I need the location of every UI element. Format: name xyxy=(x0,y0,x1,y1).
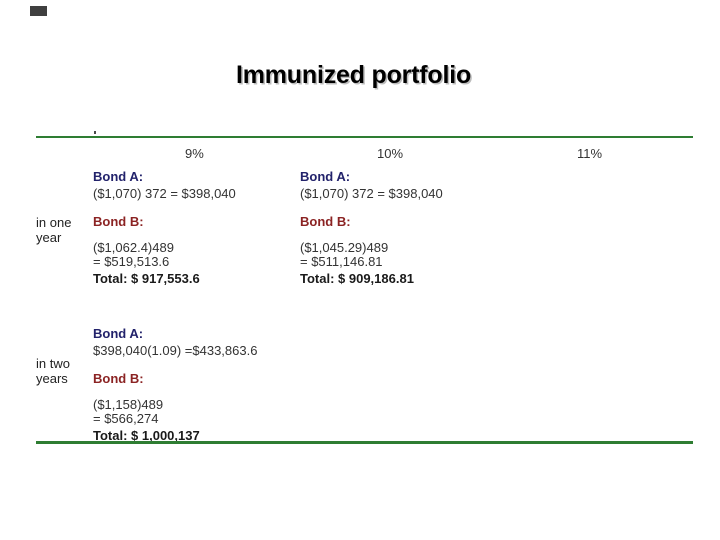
bond-b-calc-line1: ($1,062.4)489 xyxy=(93,240,174,255)
cell-two-years-9pct: Bond A: $398,040(1.09) =$433,863.6 Bond … xyxy=(93,327,328,443)
bond-b-calc-line1: ($1,158)489 xyxy=(93,397,164,412)
bond-a-heading: Bond A: xyxy=(93,326,144,341)
bond-a-heading: Bond A: xyxy=(300,169,351,184)
bond-b-heading: Bond B: xyxy=(300,214,351,229)
bond-a-calculation: ($1,070) 372 = $398,040 xyxy=(300,186,443,201)
stray-dot xyxy=(94,131,96,134)
cell-one-year-9pct: Bond A: ($1,070) 372 = $398,040 Bond B: … xyxy=(93,170,298,286)
total-line: Total: $ 917,553.6 xyxy=(93,271,200,286)
row-label-line: year xyxy=(36,230,62,245)
table-top-border xyxy=(36,136,693,138)
row-label-one-year: in one year xyxy=(36,215,92,245)
slide-title: Immunized portfolio xyxy=(236,61,472,89)
total-line: Total: $ 909,186.81 xyxy=(300,271,414,286)
bond-b-calc-line2: = $566,274 xyxy=(93,411,159,426)
total-line: Total: $ 1,000,137 xyxy=(93,428,200,443)
bond-b-heading: Bond B: xyxy=(93,214,144,229)
cell-one-year-10pct: Bond A: ($1,070) 372 = $398,040 Bond B: … xyxy=(300,170,510,286)
bond-a-calculation: $398,040(1.09) =$433,863.6 xyxy=(93,343,258,358)
row-label-line: in two xyxy=(36,356,70,371)
row-label-line: in one xyxy=(36,215,72,230)
bond-b-calc-line2: = $511,146.81 xyxy=(300,254,383,269)
column-header-9pct: 9% xyxy=(185,146,204,161)
top-left-mark xyxy=(30,6,47,16)
table-bottom-border xyxy=(36,441,693,444)
bond-b-calc-line2: = $519,513.6 xyxy=(93,254,170,269)
row-label-two-years: in two years xyxy=(36,356,92,386)
bond-b-calc-line1: ($1,045.29)489 xyxy=(300,240,389,255)
column-header-11pct: 11% xyxy=(577,146,603,161)
row-label-line: years xyxy=(36,371,68,386)
bond-a-heading: Bond A: xyxy=(93,169,144,184)
column-header-10pct: 10% xyxy=(377,146,404,161)
bond-b-heading: Bond B: xyxy=(93,371,144,386)
bond-a-calculation: ($1,070) 372 = $398,040 xyxy=(93,186,236,201)
